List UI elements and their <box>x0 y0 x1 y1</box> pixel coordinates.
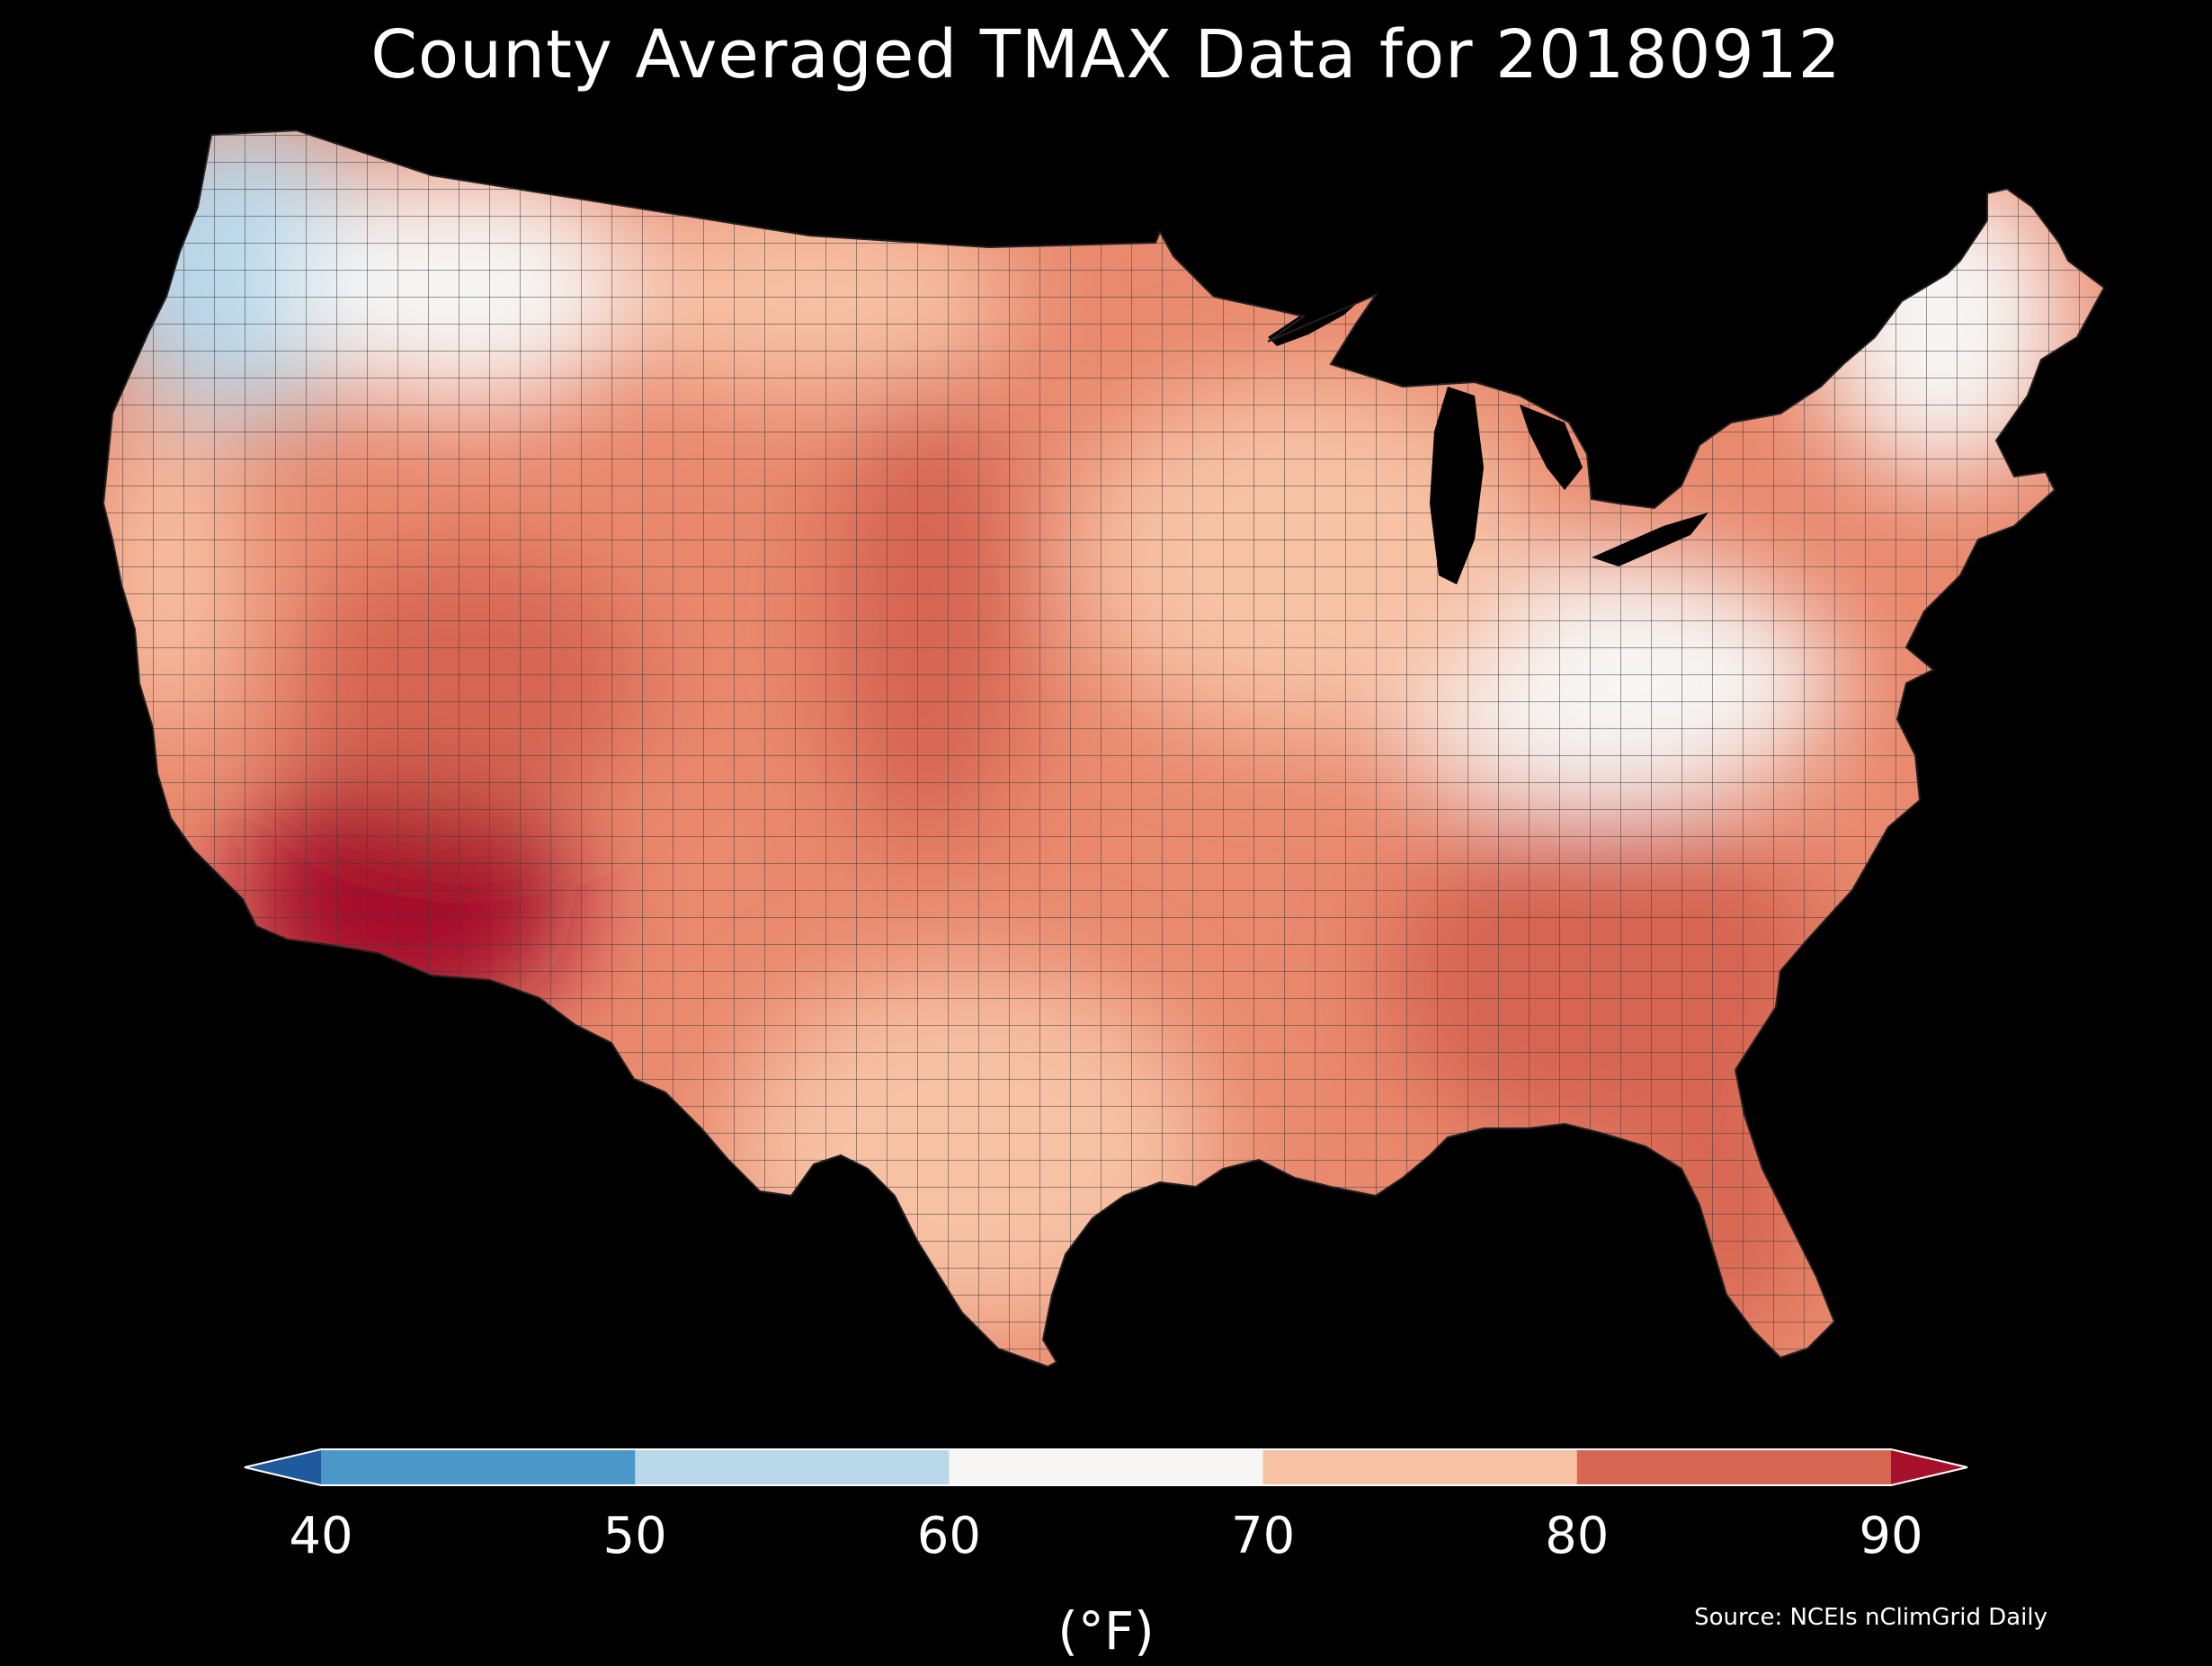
lake-superior <box>1268 286 1376 346</box>
colorbar-bin <box>1262 1449 1578 1485</box>
colorbar-bin <box>949 1449 1264 1485</box>
colorbar-bin <box>635 1449 950 1485</box>
map-title: County Averaged TMAX Data for 20180912 <box>370 16 1842 94</box>
colorbar-bin <box>321 1449 637 1485</box>
colorbar-tick-label: 40 <box>289 1507 353 1565</box>
colorbar-tick-label: 70 <box>1230 1507 1296 1565</box>
lake-erie <box>1592 512 1708 566</box>
colorbar-tick-label: 50 <box>602 1507 667 1565</box>
colorbar-outline <box>244 1448 1968 1486</box>
colorbar <box>244 1448 1968 1486</box>
colorbar-bin <box>1576 1449 1892 1485</box>
us-outline <box>102 129 2106 1368</box>
colorbar-units-label: (°F) <box>1057 1600 1155 1662</box>
colorbar-extend-high <box>1891 1449 1967 1485</box>
source-note: Source: NCEIs nClimGrid Daily <box>1694 1604 2047 1631</box>
lake-huron <box>1520 405 1583 490</box>
colorbar-tick-label: 90 <box>1859 1507 1923 1565</box>
colorbar-extend-low <box>245 1449 321 1485</box>
colorbar-tick-label: 60 <box>916 1507 982 1565</box>
colorbar-tick-label: 80 <box>1545 1507 1610 1565</box>
great-lakes <box>1268 286 1708 584</box>
lake-michigan <box>1430 387 1484 584</box>
